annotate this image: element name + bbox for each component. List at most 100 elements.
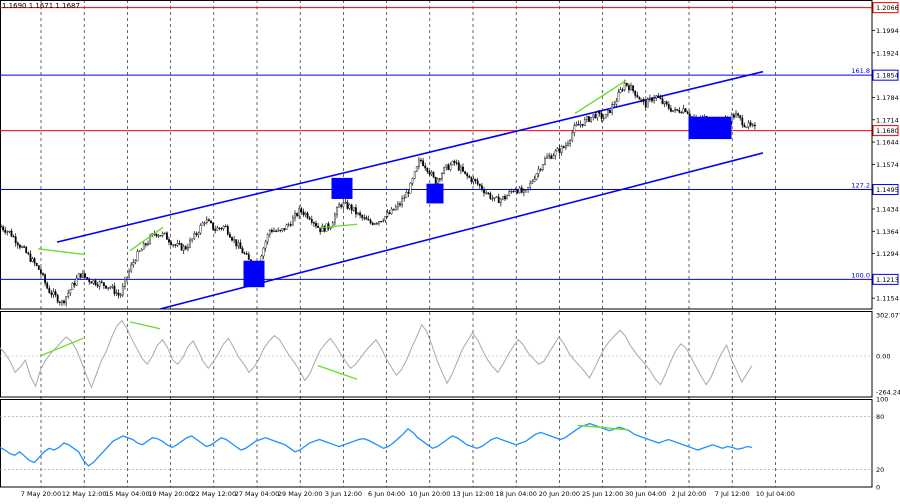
candle-body bbox=[682, 108, 685, 114]
y-tick-label: 1.1924 bbox=[876, 49, 899, 57]
candle-body bbox=[42, 273, 44, 275]
candle-body bbox=[529, 182, 532, 188]
candle-body bbox=[686, 111, 689, 115]
candle-body bbox=[670, 108, 672, 112]
candle-body bbox=[634, 90, 637, 96]
channel-upper bbox=[56, 70, 764, 243]
candle-body bbox=[390, 208, 393, 214]
candle-body bbox=[264, 241, 267, 249]
price-divergence-line bbox=[574, 80, 627, 114]
candle-body bbox=[640, 99, 643, 101]
x-tick-label: 19 May 20:00 bbox=[148, 490, 193, 498]
candle-body bbox=[33, 258, 36, 264]
candle-body bbox=[651, 97, 653, 102]
candle-body bbox=[31, 258, 34, 262]
candle-body bbox=[632, 85, 635, 92]
candle-body bbox=[23, 246, 25, 248]
candle-body bbox=[159, 235, 162, 237]
candle-body bbox=[327, 223, 330, 229]
candle-body bbox=[571, 132, 574, 141]
candle-body bbox=[550, 155, 553, 159]
x-tick-label: 7 May 20:00 bbox=[21, 490, 61, 498]
candle-body bbox=[184, 246, 187, 250]
candle-body bbox=[552, 155, 555, 159]
candle-body bbox=[667, 104, 670, 109]
pane-rsi-frame bbox=[0, 399, 873, 488]
candle-body bbox=[340, 204, 343, 208]
candle-body bbox=[684, 108, 687, 113]
candle-body bbox=[178, 243, 181, 245]
candle-body bbox=[140, 249, 143, 252]
candle-body bbox=[604, 113, 607, 119]
candle-body bbox=[245, 253, 248, 255]
candle-body bbox=[317, 225, 319, 228]
candle-body bbox=[455, 162, 458, 164]
candle-body bbox=[527, 186, 530, 190]
candle-body bbox=[447, 164, 450, 170]
candle-body bbox=[121, 286, 124, 296]
candle-body bbox=[371, 222, 374, 225]
x-tick-label: 10 Jun 20:00 bbox=[409, 490, 450, 498]
candle-body bbox=[739, 115, 742, 119]
candle-body bbox=[619, 89, 622, 93]
candle-body bbox=[334, 214, 336, 223]
candle-body bbox=[363, 217, 366, 219]
candle-body bbox=[52, 291, 55, 295]
candle-body bbox=[355, 207, 357, 215]
candle-body bbox=[451, 160, 454, 166]
candle-body bbox=[210, 220, 212, 224]
level-tag-box bbox=[872, 125, 899, 137]
candle-body bbox=[56, 294, 59, 303]
zone-box bbox=[243, 260, 265, 288]
candle-body bbox=[186, 246, 189, 250]
candle-body bbox=[407, 192, 410, 194]
candle-body bbox=[491, 198, 494, 200]
candle-body bbox=[161, 233, 164, 236]
candle-body bbox=[37, 265, 40, 270]
candle-body bbox=[142, 243, 145, 250]
candle-body bbox=[90, 281, 93, 284]
fib-level-label: 100.0 bbox=[851, 271, 870, 279]
candle-body bbox=[329, 227, 332, 229]
candle-body bbox=[19, 244, 21, 248]
candle-body bbox=[560, 146, 563, 153]
candle-body bbox=[35, 262, 38, 266]
candle-body bbox=[180, 243, 183, 251]
candle-body bbox=[58, 301, 61, 304]
candle-body bbox=[672, 110, 674, 112]
candle-body bbox=[502, 196, 504, 200]
candle-body bbox=[577, 124, 580, 126]
rsi-line bbox=[0, 422, 753, 467]
candle-body bbox=[373, 223, 376, 225]
candle-body bbox=[644, 100, 647, 108]
candle-body bbox=[212, 222, 214, 230]
candle-body bbox=[596, 111, 599, 119]
candle-body bbox=[338, 204, 340, 208]
candle-body bbox=[134, 260, 137, 263]
candle-body bbox=[165, 232, 168, 240]
candle-body bbox=[512, 190, 515, 193]
candle-body bbox=[735, 113, 737, 118]
candle-body bbox=[481, 185, 483, 190]
cci-divergence-line bbox=[317, 364, 358, 380]
candle-body bbox=[346, 202, 349, 209]
candle-body bbox=[592, 114, 595, 118]
candle-body bbox=[737, 113, 740, 116]
candle-body bbox=[273, 230, 275, 232]
candle-body bbox=[573, 125, 576, 134]
candle-body bbox=[6, 231, 9, 233]
cci-line bbox=[0, 319, 753, 389]
candle-body bbox=[132, 262, 135, 266]
candle-body bbox=[369, 219, 372, 224]
candle-body bbox=[170, 241, 172, 246]
candle-body bbox=[94, 280, 97, 286]
candle-body bbox=[224, 225, 227, 228]
candle-body bbox=[411, 178, 414, 184]
candle-body bbox=[27, 252, 30, 255]
candle-body bbox=[478, 183, 481, 186]
candle-body bbox=[243, 252, 246, 254]
candle-body bbox=[581, 123, 584, 126]
candle-body bbox=[422, 160, 424, 167]
level-tag-text: 1.1495 bbox=[876, 186, 899, 194]
